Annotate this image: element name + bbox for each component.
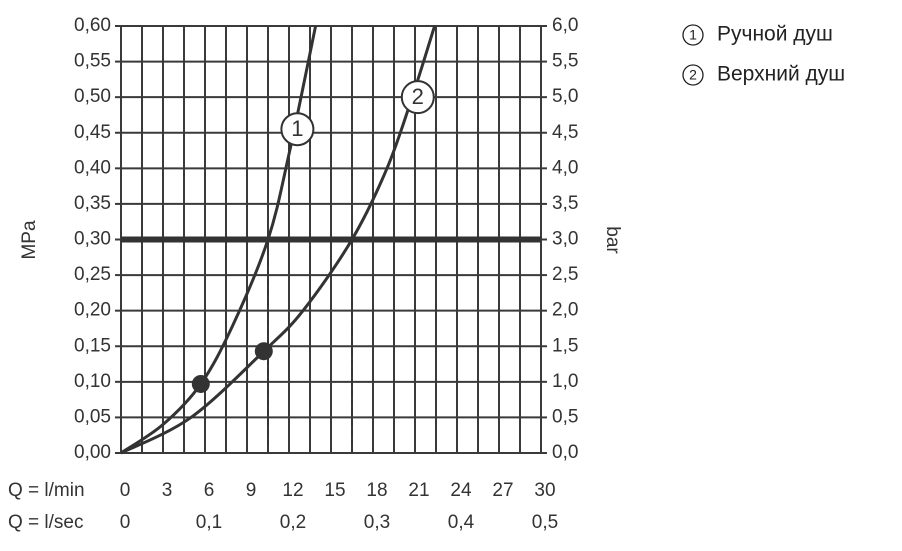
y2-tick-label: 2,5 bbox=[552, 264, 578, 285]
y2-tick-label: 1,0 bbox=[552, 371, 578, 392]
operating-point bbox=[191, 374, 210, 393]
legend-badge-label: 2 bbox=[689, 67, 697, 83]
x-tick-label: 0 bbox=[120, 480, 131, 501]
y-tick-label: 0,05 bbox=[74, 406, 111, 427]
curve-label: 1 bbox=[291, 116, 303, 141]
x-tick-label: 9 bbox=[246, 480, 257, 501]
y2-tick-label: 5,5 bbox=[552, 51, 578, 72]
x-tick-label: 18 bbox=[366, 480, 387, 501]
y-tick-label: 0,10 bbox=[74, 371, 111, 392]
legend-entry: Ручной душ bbox=[717, 23, 833, 46]
x-tick-label: 3 bbox=[162, 480, 173, 501]
curve-label: 2 bbox=[412, 84, 424, 109]
curve-label-badge bbox=[400, 80, 435, 115]
x2-tick-label: 0,4 bbox=[448, 512, 475, 533]
x-tick-label: 15 bbox=[324, 480, 345, 501]
y2-tick-label: 2,0 bbox=[552, 300, 578, 321]
curve-label-badge bbox=[280, 112, 315, 147]
operating-point bbox=[254, 342, 273, 361]
x2-axis-label: Q = l/sec bbox=[8, 512, 84, 533]
y-tick-label: 0,30 bbox=[74, 229, 111, 250]
x2-tick-label: 0,1 bbox=[196, 512, 222, 533]
x2-tick-label: 0,2 bbox=[280, 512, 306, 533]
legend-entry: Верхний душ bbox=[717, 63, 845, 86]
x2-tick-label: 0 bbox=[120, 512, 131, 533]
y-tick-label: 0,45 bbox=[74, 122, 111, 143]
x-tick-label: 6 bbox=[204, 480, 215, 501]
y-tick-label: 0,40 bbox=[74, 157, 111, 178]
y-tick-label: 0,35 bbox=[74, 193, 111, 214]
x2-tick-label: 0,5 bbox=[532, 512, 558, 533]
y2-tick-label: 4,5 bbox=[552, 122, 578, 143]
y2-tick-label: 5,0 bbox=[552, 86, 578, 107]
x2-tick-label: 0,3 bbox=[364, 512, 390, 533]
y-tick-label: 0,50 bbox=[74, 86, 111, 107]
x-tick-label: 24 bbox=[450, 480, 472, 501]
legend-badge bbox=[682, 24, 704, 46]
y2-tick-label: 4,0 bbox=[552, 157, 578, 178]
legend-badge-label: 1 bbox=[689, 27, 697, 43]
y-tick-label: 0,25 bbox=[74, 264, 111, 285]
y-tick-label: 0,20 bbox=[74, 300, 111, 321]
y2-tick-label: 3,5 bbox=[552, 193, 578, 214]
y2-tick-label: 3,0 bbox=[552, 229, 578, 250]
x-tick-label: 21 bbox=[408, 480, 429, 501]
y-tick-label: 0,55 bbox=[74, 51, 111, 72]
y2-tick-label: 0,0 bbox=[552, 442, 578, 463]
x-tick-label: 30 bbox=[534, 480, 555, 501]
y2-tick-label: 6,0 bbox=[552, 15, 578, 36]
x-tick-label: 12 bbox=[282, 480, 303, 501]
y2-tick-label: 1,5 bbox=[552, 335, 578, 356]
x-tick-label: 27 bbox=[492, 480, 513, 501]
x-axis-label: Q = l/min bbox=[8, 480, 85, 501]
y2-axis-label: bar bbox=[602, 226, 623, 254]
y-tick-label: 0,15 bbox=[74, 335, 111, 356]
y-tick-label: 0,00 bbox=[74, 442, 111, 463]
y-tick-label: 0,60 bbox=[74, 15, 111, 36]
legend: 1 Ручной душ 2 Верхний душ bbox=[682, 23, 845, 86]
legend-badge bbox=[682, 64, 704, 86]
y2-tick-label: 0,5 bbox=[552, 406, 578, 427]
y-axis-label: MPa bbox=[19, 220, 40, 260]
